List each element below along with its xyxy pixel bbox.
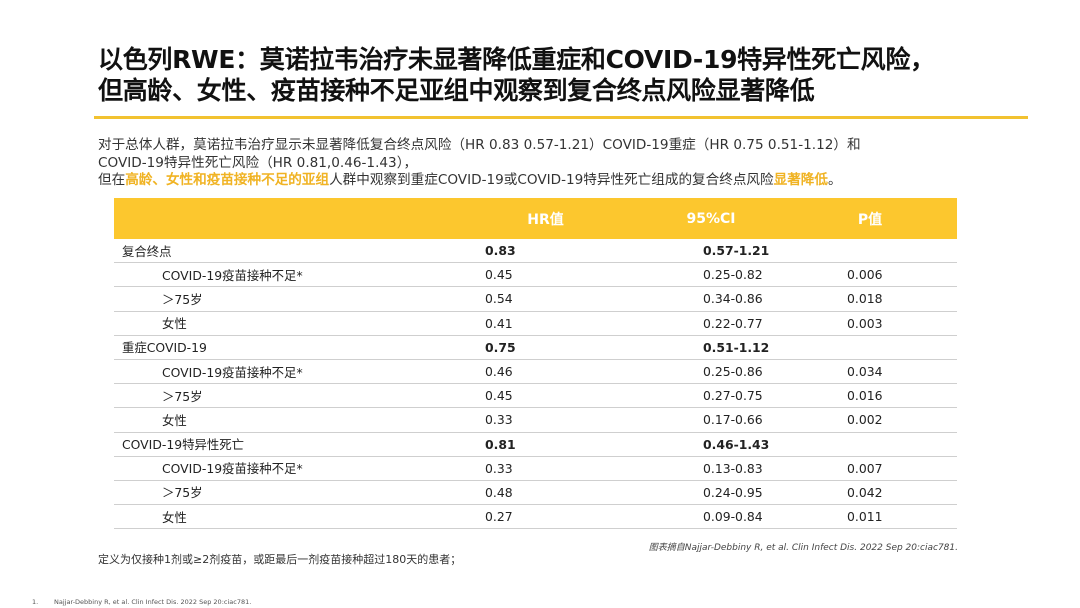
row-hr-value: 0.33 [452, 407, 639, 433]
row-p-value: 0.006 [783, 262, 957, 288]
row-ci-value: 0.51-1.12 [639, 335, 783, 360]
row-hr-value: 0.45 [452, 383, 639, 409]
table-row: 女性 0.33 0.17-0.66 0.002 [114, 407, 957, 433]
row-label: ＞75岁 [114, 286, 452, 312]
table-row: COVID-19疫苗接种不足* 0.45 0.25-0.82 0.006 [114, 262, 957, 288]
title-line-1: 以色列RWE：莫诺拉韦治疗未显著降低重症和COVID-19特异性死亡风险， [98, 45, 935, 74]
row-p-value [783, 432, 957, 457]
intro-line-1: 对于总体人群，莫诺拉韦治疗显示未显著降低复合终点风险（HR 0.83 0.57-… [98, 137, 861, 153]
table-row: COVID-19疫苗接种不足* 0.46 0.25-0.86 0.034 [114, 359, 957, 385]
row-hr-value: 0.83 [452, 239, 639, 264]
table-row: 复合终点 0.83 0.57-1.21 [114, 239, 957, 264]
row-hr-value: 0.48 [452, 480, 639, 506]
row-ci-value: 0.13-0.83 [639, 456, 783, 481]
row-label: 女性 [114, 504, 452, 530]
row-label: COVID-19疫苗接种不足* [114, 262, 452, 288]
title-divider [94, 116, 1028, 119]
table-row: 重症COVID-19 0.75 0.51-1.12 [114, 335, 957, 360]
row-p-value: 0.002 [783, 407, 957, 433]
row-p-value: 0.003 [783, 311, 957, 336]
row-ci-value: 0.27-0.75 [639, 383, 783, 409]
table-row: ＞75岁 0.48 0.24-0.95 0.042 [114, 480, 957, 506]
row-label: 重症COVID-19 [114, 335, 452, 360]
table-row: 女性 0.27 0.09-0.84 0.011 [114, 504, 957, 530]
table-row: 女性 0.41 0.22-0.77 0.003 [114, 311, 957, 336]
row-label: COVID-19疫苗接种不足* [114, 359, 452, 385]
header-hr: HR值 [452, 198, 639, 239]
row-hr-value: 0.41 [452, 311, 639, 336]
row-hr-value: 0.75 [452, 335, 639, 360]
row-p-value: 0.016 [783, 383, 957, 409]
row-p-value: 0.042 [783, 480, 957, 506]
row-ci-value: 0.17-0.66 [639, 407, 783, 433]
row-p-value [783, 239, 957, 264]
row-ci-value: 0.46-1.43 [639, 432, 783, 457]
row-label: ＞75岁 [114, 383, 452, 409]
row-p-value: 0.011 [783, 504, 957, 530]
table-row: COVID-19疫苗接种不足* 0.33 0.13-0.83 0.007 [114, 456, 957, 481]
definition-note: 定义为仅接种1剂或≥2剂疫苗，或距最后一剂疫苗接种超过180天的患者； [98, 553, 462, 566]
header-label [114, 198, 452, 239]
row-hr-value: 0.45 [452, 262, 639, 288]
title-line-2: 但高龄、女性、疫苗接种不足亚组中观察到复合终点风险显著降低 [98, 76, 815, 105]
row-hr-value: 0.46 [452, 359, 639, 385]
intro-line-3-part-1: 但在 [98, 172, 126, 188]
header-p: P值 [783, 198, 957, 239]
intro-highlight-subgroups: 高龄、女性和疫苗接种不足的亚组 [125, 172, 330, 188]
row-hr-value: 0.54 [452, 286, 639, 312]
row-p-value [783, 335, 957, 360]
table-row: ＞75岁 0.45 0.27-0.75 0.016 [114, 383, 957, 409]
row-p-value: 0.034 [783, 359, 957, 385]
footnote-number: 1. [32, 598, 39, 606]
intro-line-3-part-2: 人群中观察到重症COVID-19或COVID-19特异性死亡组成的复合终点风险 [329, 172, 774, 188]
row-label: COVID-19疫苗接种不足* [114, 456, 452, 481]
row-label: COVID-19特异性死亡 [114, 432, 452, 457]
row-ci-value: 0.57-1.21 [639, 239, 783, 264]
results-table: HR值 95%CI P值 复合终点 0.83 0.57-1.21 COVID-19疫苗… [114, 198, 957, 530]
slide-title: 以色列RWE：莫诺拉韦治疗未显著降低重症和COVID-19特异性死亡风险， 但高… [98, 44, 1028, 106]
row-p-value: 0.018 [783, 286, 957, 312]
row-label: ＞75岁 [114, 480, 452, 506]
intro-highlight-significant: 显著降低 [773, 172, 828, 188]
header-ci: 95%CI [639, 198, 783, 239]
row-label: 女性 [114, 311, 452, 336]
footnote-text: Najjar-Debbiny R, et al. Clin Infect Dis… [54, 598, 252, 606]
row-ci-value: 0.24-0.95 [639, 480, 783, 506]
table-header-row: HR值 95%CI P值 [114, 198, 957, 239]
table-row: COVID-19特异性死亡 0.81 0.46-1.43 [114, 432, 957, 457]
row-label: 复合终点 [114, 239, 452, 264]
footnote: 1. Najjar-Debbiny R, et al. Clin Infect D… [32, 598, 251, 606]
row-p-value: 0.007 [783, 456, 957, 481]
intro-line-3: 但在高龄、女性和疫苗接种不足的亚组人群中观察到重症COVID-19或COVID-… [98, 172, 998, 190]
row-label: 女性 [114, 407, 452, 433]
row-hr-value: 0.81 [452, 432, 639, 457]
row-ci-value: 0.25-0.86 [639, 359, 783, 385]
intro-line-2: COVID-19特异性死亡风险（HR 0.81,0.46-1.43）， [98, 154, 418, 171]
intro-text: 对于总体人群，莫诺拉韦治疗显示未显著降低复合终点风险（HR 0.83 0.57-… [98, 137, 998, 190]
intro-line-3-part-3: 。 [828, 172, 842, 188]
table-body: 复合终点 0.83 0.57-1.21 COVID-19疫苗接种不足* 0.45 0.25… [114, 239, 957, 530]
row-ci-value: 0.34-0.86 [639, 286, 783, 312]
row-hr-value: 0.33 [452, 456, 639, 481]
row-ci-value: 0.09-0.84 [639, 504, 783, 530]
row-hr-value: 0.27 [452, 504, 639, 530]
row-ci-value: 0.25-0.82 [639, 262, 783, 288]
row-ci-value: 0.22-0.77 [639, 311, 783, 336]
table-row: ＞75岁 0.54 0.34-0.86 0.018 [114, 286, 957, 312]
source-citation: 图表摘自Najjar-Debbiny R, et al. Clin Infect… [648, 543, 958, 553]
